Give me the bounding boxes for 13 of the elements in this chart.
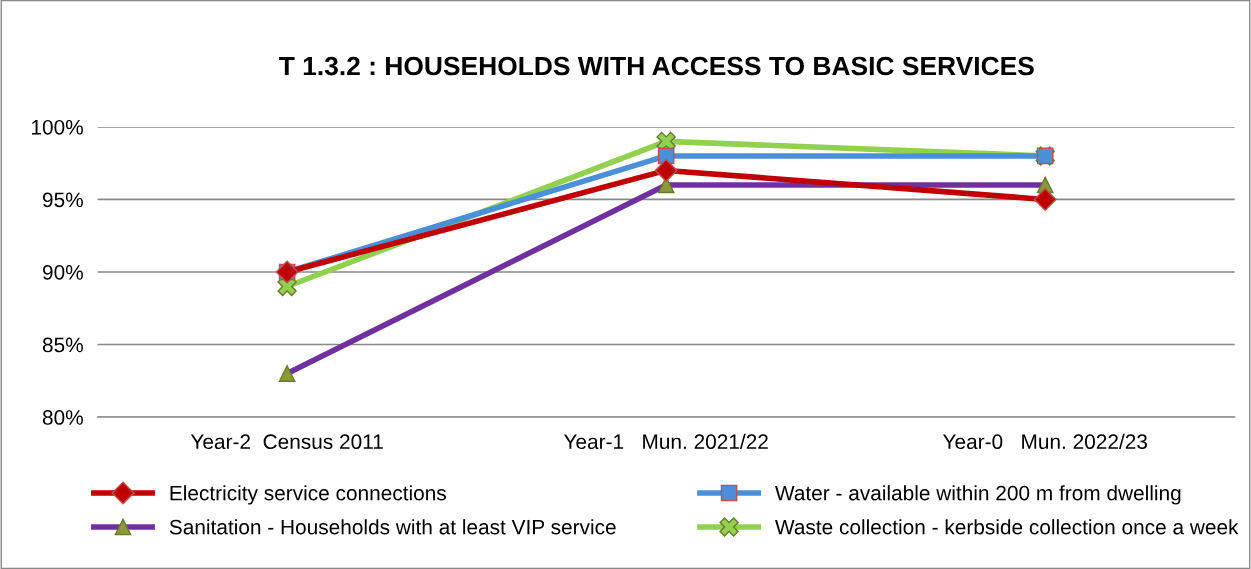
y-tick-label: 85% — [42, 337, 83, 353]
y-tick-label: 90% — [42, 264, 83, 280]
chart-title: T 1.3.2 : HOUSEHOLDS WITH ACCESS TO BASIC SERVICES — [279, 56, 1034, 76]
y-tick-label: 95% — [42, 192, 83, 208]
x-tick-label: Year-1 Mun. 2021/22 — [563, 433, 768, 450]
y-tick-label: 100% — [32, 119, 83, 135]
x-tick-label: Year-2 Census 2011 — [190, 434, 383, 450]
legend-label: Sanitation - Households with at least VIP service — [169, 519, 616, 535]
legend-label: Waste collection - kerbside collection once a week — [775, 519, 1239, 535]
y-tick-label: 80% — [42, 410, 83, 425]
x-tick-label: Year-0 Mun. 2022/23 — [942, 433, 1148, 450]
legend-label: Electricity service connections — [170, 485, 446, 505]
legend-label: Water - available within 200 m from dwelling — [775, 485, 1181, 505]
